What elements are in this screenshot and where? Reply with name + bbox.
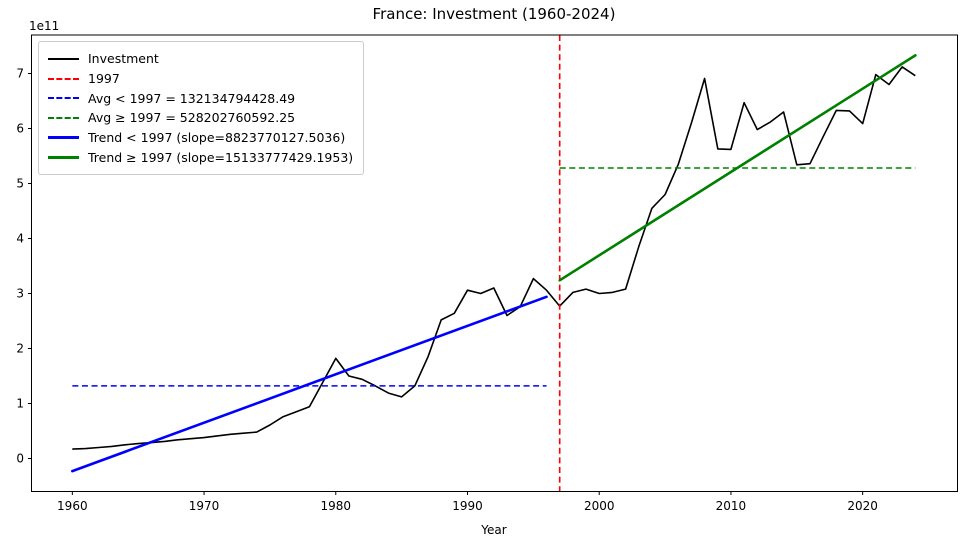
x-tick-label: 1970 — [189, 499, 220, 513]
x-tick-label: 2000 — [584, 499, 615, 513]
y-tick-label: 7 — [16, 67, 24, 81]
trend-before-1997-line — [71, 295, 548, 473]
y-tick-label: 5 — [16, 177, 24, 191]
legend-line-sample — [48, 116, 79, 119]
legend-item: Trend ≥ 1997 (slope=15133777429.1953) — [48, 147, 353, 167]
y-tick-label: 4 — [16, 232, 24, 246]
legend-item: Avg ≥ 1997 = 528202760592.25 — [48, 108, 353, 128]
legend-item-label: 1997 — [88, 71, 120, 87]
chart-title: France: Investment (1960-2024) — [372, 5, 616, 23]
legend-line-sample — [48, 57, 79, 60]
legend-item: 1997 — [48, 69, 353, 89]
x-tick-label: 2010 — [716, 499, 747, 513]
y-tick-label: 2 — [16, 342, 24, 356]
legend: Investment 1997 Avg < 1997 = 132134794428.… — [38, 41, 365, 176]
legend-item-label: Avg ≥ 1997 = 528202760592.25 — [88, 110, 296, 126]
x-axis-label: Year — [481, 523, 507, 537]
axes-frame — [31, 34, 958, 492]
trend-after-1997-line — [558, 54, 917, 282]
legend-line-sample — [48, 136, 79, 140]
x-tick-label: 1980 — [321, 499, 352, 513]
x-tick-label: 1960 — [57, 499, 88, 513]
legend-line-sample — [48, 155, 79, 159]
legend-item-label: Trend ≥ 1997 (slope=15133777429.1953) — [88, 149, 354, 165]
legend-item: Avg < 1997 = 132134794428.49 — [48, 88, 353, 108]
y-tick-label: 3 — [16, 287, 24, 301]
legend-line-sample — [48, 97, 79, 100]
y-tick-label: 6 — [16, 122, 24, 136]
investment-line — [72, 66, 916, 450]
legend-item-label: Investment — [88, 51, 159, 67]
legend-item: Trend < 1997 (slope=8823770127.5036) — [48, 128, 353, 148]
legend-item-label: Trend < 1997 (slope=8823770127.5036) — [88, 130, 346, 146]
y-tick-label: 1 — [16, 397, 24, 411]
x-tick-label: 1990 — [452, 499, 483, 513]
legend-item: Investment — [48, 49, 353, 69]
x-tick-label: 2020 — [847, 499, 878, 513]
legend-item-label: Avg < 1997 = 132134794428.49 — [88, 90, 296, 106]
y-axis-offset-label: 1e11 — [29, 19, 60, 33]
legend-line-sample — [48, 77, 79, 80]
y-tick-label: 0 — [16, 452, 24, 466]
